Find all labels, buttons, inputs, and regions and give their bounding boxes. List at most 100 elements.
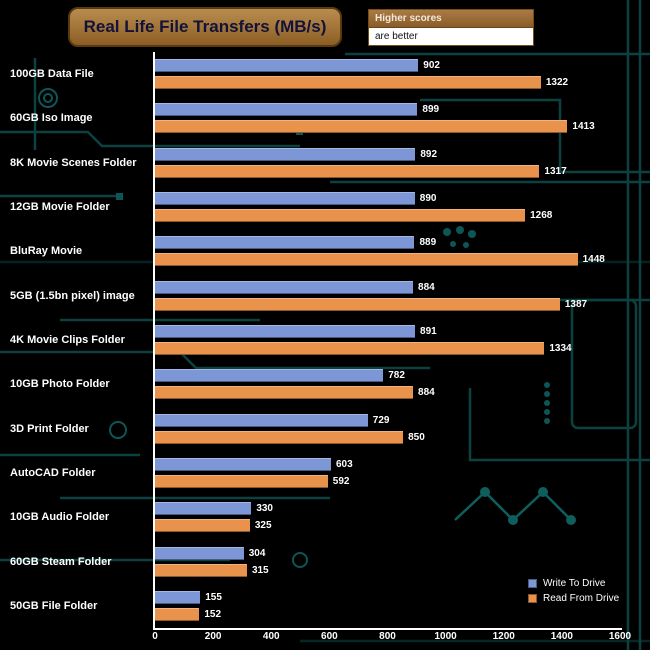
write-legend-label: Write To Drive bbox=[543, 578, 606, 589]
read-bar bbox=[155, 474, 328, 488]
bar-track: 890 bbox=[155, 192, 622, 206]
value-label: 889 bbox=[419, 237, 437, 249]
read-bar bbox=[155, 563, 247, 577]
bar-track: 1387 bbox=[155, 297, 622, 311]
x-tick-label: 1600 bbox=[608, 631, 632, 642]
value-label: 782 bbox=[388, 370, 405, 382]
legend-row-read: Read From Drive bbox=[528, 593, 619, 604]
category-label: 60GB Steam Folder bbox=[10, 555, 112, 568]
read-bar bbox=[155, 297, 560, 311]
x-tick-label: 200 bbox=[204, 631, 222, 642]
write-bar bbox=[155, 325, 416, 339]
value-label: 892 bbox=[420, 148, 438, 160]
x-tick-label: 1200 bbox=[492, 631, 515, 642]
bar-track: 304 bbox=[155, 546, 622, 560]
write-bar bbox=[155, 103, 418, 117]
write-bar bbox=[155, 457, 331, 471]
chart-row: 10GB Audio Folder 330 325 bbox=[0, 495, 622, 539]
value-label: 1448 bbox=[582, 254, 605, 266]
bar-track: 1317 bbox=[155, 164, 622, 178]
value-label: 899 bbox=[422, 104, 440, 116]
write-bar bbox=[155, 147, 416, 161]
write-bar bbox=[155, 413, 368, 427]
x-tick-label: 800 bbox=[379, 631, 396, 642]
bar-track: 603 bbox=[155, 457, 622, 471]
value-label: 890 bbox=[419, 193, 437, 205]
bar-track: 325 bbox=[155, 519, 622, 533]
value-label: 729 bbox=[372, 414, 390, 426]
value-label: 330 bbox=[256, 503, 273, 515]
bar-track: 1448 bbox=[155, 253, 622, 267]
read-bar bbox=[155, 76, 541, 90]
bar-track: 902 bbox=[155, 59, 622, 73]
x-axis-tick-labels: 0 200 400 600 800 1000 1200 1400 1600 bbox=[152, 631, 631, 647]
category-label: 5GB (1.5bn pixel) image bbox=[10, 289, 135, 302]
bar-rows: 100GB Data File 902 1322 60GB Iso Image 899 1… bbox=[0, 52, 622, 628]
value-label: 1317 bbox=[544, 165, 567, 177]
write-swatch bbox=[528, 579, 537, 588]
value-label: 1334 bbox=[549, 343, 572, 355]
read-bar bbox=[155, 386, 414, 400]
plot-area: 100GB Data File 902 1322 60GB Iso Image 899 1… bbox=[0, 52, 622, 628]
chart-title: Real Life File Transfers (MB/s) bbox=[83, 17, 327, 36]
category-label: AutoCAD Folder bbox=[10, 466, 96, 479]
x-tick-label: 0 bbox=[152, 631, 158, 642]
bar-track: 892 bbox=[155, 147, 622, 161]
chart-row: 60GB Iso Image 899 1413 bbox=[0, 96, 622, 140]
value-label: 884 bbox=[418, 387, 435, 399]
read-bar bbox=[155, 120, 568, 134]
category-label: 50GB File Folder bbox=[10, 599, 98, 612]
chart-row: 60GB Steam Folder 304 315 bbox=[0, 539, 622, 583]
category-label: 100GB Data File bbox=[10, 68, 94, 81]
x-tick-label: 1000 bbox=[434, 631, 457, 642]
bar-track: 899 bbox=[155, 103, 622, 117]
write-bar bbox=[155, 546, 244, 560]
category-label: 10GB Photo Folder bbox=[10, 378, 110, 391]
y-axis-line bbox=[153, 52, 155, 630]
chart-row: 12GB Movie Folder 890 1268 bbox=[0, 185, 622, 229]
x-tick-label: 1400 bbox=[550, 631, 573, 642]
bar-track: 1268 bbox=[155, 209, 622, 223]
read-bar bbox=[155, 519, 250, 533]
bar-track: 155 bbox=[155, 590, 622, 604]
value-label: 592 bbox=[332, 475, 350, 487]
chart-row: 8K Movie Scenes Folder 892 1317 bbox=[0, 141, 622, 185]
write-bar bbox=[155, 369, 384, 383]
bar-track: 1322 bbox=[155, 76, 622, 90]
write-bar bbox=[155, 236, 415, 250]
bar-track: 889 bbox=[155, 236, 622, 250]
chart-row: 4K Movie Clips Folder 891 1334 bbox=[0, 318, 622, 362]
value-label: 1322 bbox=[545, 77, 569, 89]
category-label: 4K Movie Clips Folder bbox=[10, 334, 125, 347]
category-label: 60GB Iso Image bbox=[10, 112, 93, 125]
category-label: 8K Movie Scenes Folder bbox=[10, 156, 137, 169]
read-bar bbox=[155, 430, 404, 444]
read-bar bbox=[155, 607, 200, 621]
value-label: 902 bbox=[423, 60, 440, 72]
bar-track: 592 bbox=[155, 474, 622, 488]
bar-track: 315 bbox=[155, 563, 622, 577]
bar-track: 1413 bbox=[155, 120, 622, 134]
value-label: 304 bbox=[248, 547, 266, 559]
category-label: 3D Print Folder bbox=[10, 422, 89, 435]
write-bar bbox=[155, 590, 201, 604]
value-label: 1387 bbox=[564, 298, 588, 310]
value-label: 603 bbox=[336, 458, 353, 470]
chart-row: 50GB File Folder 155 152 bbox=[0, 584, 622, 628]
note-line-1: Higher scores bbox=[369, 10, 533, 28]
value-label: 155 bbox=[205, 591, 222, 603]
read-bar bbox=[155, 209, 526, 223]
bar-track: 782 bbox=[155, 369, 622, 383]
bar-track: 729 bbox=[155, 413, 622, 427]
value-label: 1413 bbox=[572, 121, 595, 133]
write-bar bbox=[155, 59, 419, 73]
value-label: 850 bbox=[408, 431, 425, 443]
bar-track: 850 bbox=[155, 430, 622, 444]
category-label: BluRay Movie bbox=[10, 245, 83, 258]
x-tick-label: 400 bbox=[262, 631, 280, 642]
value-label: 884 bbox=[418, 281, 435, 293]
write-bar bbox=[155, 192, 415, 206]
bar-track: 884 bbox=[155, 280, 622, 294]
legend-row-write: Write To Drive bbox=[528, 578, 619, 589]
